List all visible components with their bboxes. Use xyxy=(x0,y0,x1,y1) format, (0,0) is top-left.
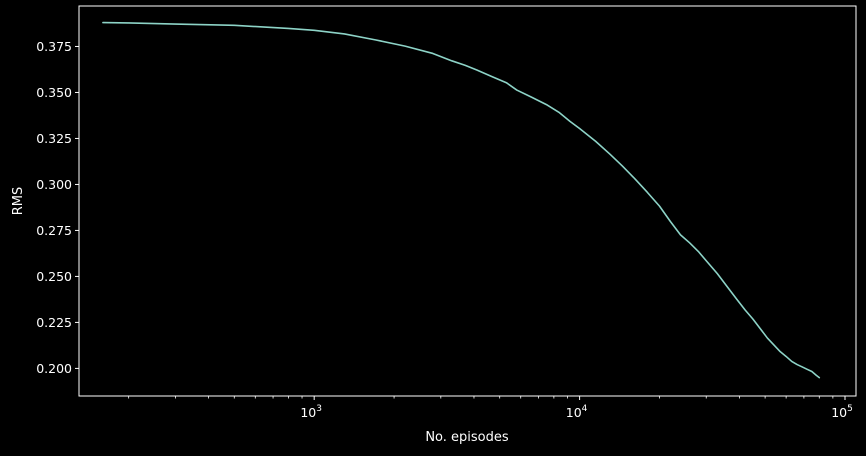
x-tick-label: 103 xyxy=(300,404,322,420)
x-tick-label: 104 xyxy=(566,404,588,420)
plot-frame xyxy=(78,5,857,397)
y-tick-label: 0.225 xyxy=(36,315,72,330)
y-tick-label: 0.300 xyxy=(36,177,72,192)
y-tick-label: 0.275 xyxy=(36,223,72,238)
series-line-0 xyxy=(102,21,821,379)
axis-layer: 0.200 0.225 0.250 0.275 0.300 0.325 0.350 0.375… xyxy=(36,39,853,420)
y-tick-label: 0.350 xyxy=(36,85,72,100)
y-tick-label: 0.375 xyxy=(36,39,72,54)
x-tick-label: 105 xyxy=(831,404,853,420)
y-tick-label: 0.325 xyxy=(36,131,72,146)
y-tick-label: 0.250 xyxy=(36,269,72,284)
y-axis-label: RMS xyxy=(11,187,26,216)
y-tick-label: 0.200 xyxy=(36,361,72,376)
x-axis-label: No. episodes xyxy=(425,430,509,445)
plot-layer xyxy=(102,21,821,379)
